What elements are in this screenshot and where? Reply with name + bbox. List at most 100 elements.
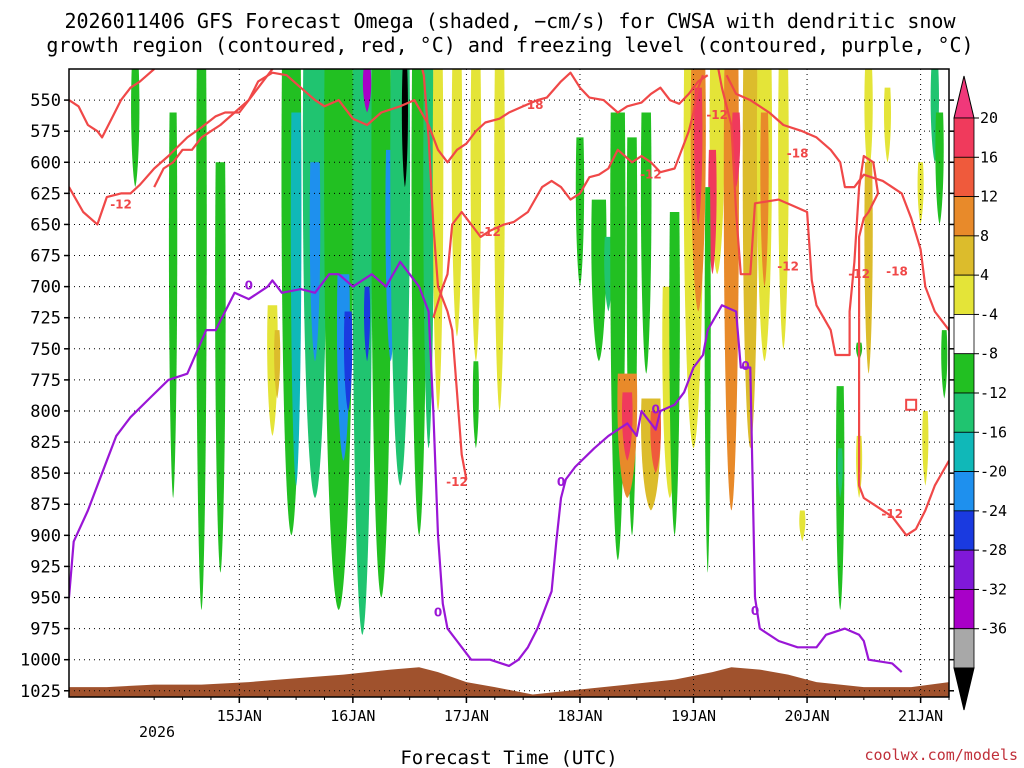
contour-label: -12 [706, 108, 728, 122]
omega-shade-neg_4_8 [941, 330, 948, 399]
y-tick-label: 925 [30, 557, 61, 577]
colorbar-tick-label: -20 [980, 463, 1007, 481]
omega-shade-extreme [401, 69, 408, 188]
omega-shade-neg_4_8 [168, 112, 178, 499]
omega-shade-neg_4_8 [215, 162, 226, 573]
omega-shade-pos_4_8 [274, 330, 281, 399]
colorbar-tick-label: 8 [980, 227, 989, 245]
omega-shade-pos_0_4 [917, 162, 924, 225]
x-tick-label: 19JAN [671, 707, 716, 725]
y-tick-label: 675 [30, 247, 61, 267]
y-tick-label: 700 [30, 278, 61, 298]
y-tick-label: 550 [30, 91, 61, 111]
omega-shade-pos_0_4 [470, 69, 482, 362]
y-tick-label: 825 [30, 433, 61, 453]
omega-shade-neg_12_16 [290, 112, 302, 486]
omega-shade-neg_4_8 [411, 69, 427, 536]
y-tick-label: 600 [30, 153, 61, 173]
omega-shade-neg_28_32 [362, 69, 372, 113]
colorbar-swatch [953, 117, 975, 158]
y-tick-label: 725 [30, 309, 61, 329]
y-tick-label: 575 [30, 122, 61, 142]
colorbar-tick-label: -8 [980, 345, 998, 363]
colorbar-tick-label: -4 [980, 305, 998, 323]
x-tick-label: 15JAN [217, 707, 262, 725]
contour-line [69, 260, 903, 673]
contour-label: -12 [110, 198, 132, 212]
omega-shade-pos_0_4 [451, 69, 463, 337]
y-tick-label: 1000 [20, 651, 61, 671]
omega-shade-neg_20_24 [364, 286, 371, 362]
x-axis-label: Forecast Time (UTC) [400, 747, 617, 768]
colorbar-tick-label: 16 [980, 148, 998, 166]
omega-shade-neg_8_12 [352, 69, 373, 635]
y-tick-label: 775 [30, 371, 61, 391]
omega-shade-pos_0_4 [922, 410, 929, 486]
contour-closed-box [905, 398, 918, 411]
contour-line [69, 69, 468, 480]
contour-label: -18 [522, 98, 544, 112]
omega-shade-neg_4_8 [575, 137, 585, 287]
omega-shade-pos_0_4 [883, 87, 892, 163]
chart-title-line2: growth region (contoured, red, °C) and f… [46, 33, 973, 57]
colorbar-tick-label: 12 [980, 188, 998, 206]
x-tick-label: 20JAN [784, 707, 829, 725]
colorbar: 20 16 12 8 4 -4 -8 -12 -16 -20 -24 -28 -32 -36 [953, 75, 1007, 711]
colorbar-tick-label: -36 [980, 620, 1007, 638]
contour-label: -12 [848, 267, 870, 281]
contour-label: 0 [557, 475, 565, 489]
contour-label: 0 [751, 604, 759, 618]
colorbar-tick-label: -32 [980, 580, 1007, 598]
colorbar-swatch [953, 589, 975, 630]
y-tick-label: 975 [30, 620, 61, 640]
contour-label: 0 [651, 403, 659, 417]
omega-shade-neg_8_12 [837, 448, 843, 499]
colorbar-swatch [953, 628, 975, 669]
contour-label: -18 [787, 147, 809, 161]
omega-shade-neg_4_8 [935, 112, 944, 225]
contour-label: 0 [741, 359, 749, 373]
contour-label: -12 [640, 168, 662, 182]
colorbar-swatch [953, 156, 975, 197]
colorbar-swatch [953, 235, 975, 276]
colorbar-tick-label: 20 [980, 109, 998, 127]
contour-line [432, 74, 705, 319]
colorbar-tick-label: 4 [980, 266, 989, 284]
omega-shade-neg_4_8 [836, 386, 845, 610]
y-tick-label: 950 [30, 589, 61, 609]
colorbar-swatch [953, 510, 975, 551]
colorbar-swatch [953, 392, 975, 433]
plot-area: -12 -18 -12 -12 -12 -18 -12 -12 -18 -12 -12 0 0 0 0 0 0 [68, 68, 950, 698]
x-tick-label: 17JAN [444, 707, 489, 725]
y-tick-label: 625 [30, 184, 61, 204]
omega-shade-neg_4_8 [669, 212, 680, 536]
omega-shade-pos_8_12 [760, 112, 769, 287]
colorbar-tick-label: -24 [980, 502, 1007, 520]
colorbar-bottom-arrow [953, 667, 975, 711]
contour-label: 0 [434, 605, 442, 619]
y-tick-label: 650 [30, 215, 61, 235]
contour-label: -18 [886, 265, 908, 279]
y-tick-label: 1025 [20, 682, 61, 702]
y-axis: 550 575 600 625 650 675 700 725 750 775 800 825 850 8… [20, 91, 954, 702]
omega-shade-neg_16_20 [309, 162, 321, 362]
x-axis: 15JAN 16JAN 17JAN 18JAN 19JAN 20JAN 21JAN [153, 697, 950, 725]
omega-shade-neg_20_24 [343, 311, 353, 411]
omega-shade-neg_4_8 [640, 112, 652, 374]
colorbar-swatch [953, 471, 975, 512]
contour-label: -12 [446, 475, 468, 489]
colorbar-swatch [953, 314, 975, 355]
terrain-fill [69, 667, 949, 697]
contour-line [717, 69, 949, 537]
contour-line [725, 74, 949, 331]
omega-shade-neg_4_8 [131, 69, 140, 188]
y-tick-label: 750 [30, 340, 61, 360]
contour-label: -12 [777, 260, 799, 274]
colorbar-top-arrow [953, 75, 975, 119]
plot-frame [68, 68, 950, 698]
omega-shade-pos_0_4 [778, 69, 789, 349]
omega-shade-pos_16_20 [694, 87, 703, 225]
x-tick-label: 16JAN [330, 707, 375, 725]
contour-label: 0 [245, 278, 253, 292]
